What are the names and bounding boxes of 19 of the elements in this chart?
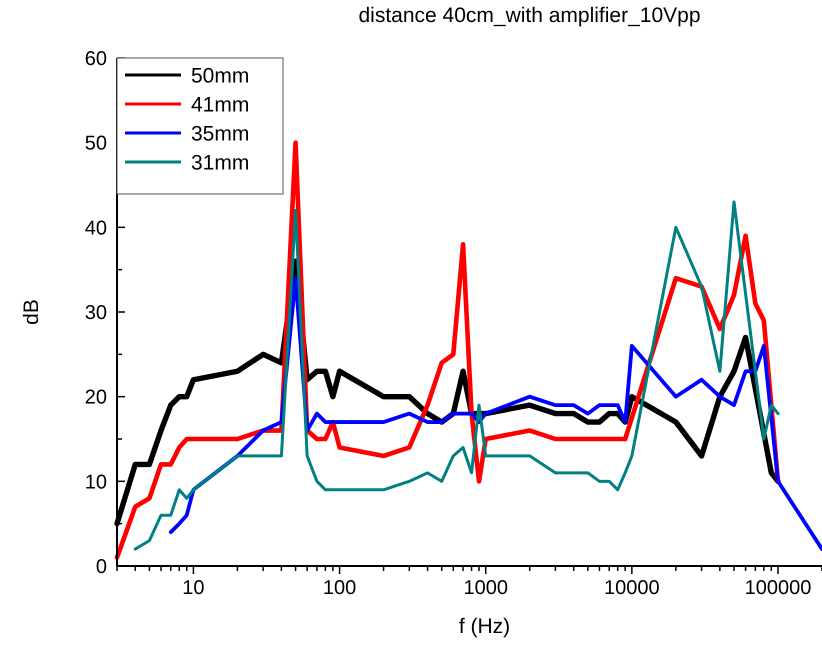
- x-tick-label: 100: [322, 577, 356, 599]
- y-axis-title: dB: [20, 299, 43, 325]
- y-tick-label: 60: [84, 48, 107, 70]
- x-tick-label: 10000: [604, 577, 660, 599]
- x-axis-title: f (Hz): [458, 615, 510, 638]
- chart-title: distance 40cm_with amplifier_10Vpp: [358, 4, 701, 27]
- legend-label: 31mm: [191, 151, 250, 174]
- x-tick-label: 1000: [463, 577, 508, 599]
- y-tick-label: 0: [96, 556, 107, 578]
- legend-label: 35mm: [191, 122, 250, 146]
- y-tick-label: 40: [84, 217, 107, 240]
- x-tick-label: 100000: [744, 577, 812, 599]
- legend-label: 41mm: [191, 93, 250, 116]
- y-tick-label: 20: [84, 386, 107, 409]
- y-tick-label: 50: [84, 132, 107, 155]
- y-tick-label: 30: [84, 302, 107, 324]
- legend-label: 50mm: [191, 64, 250, 88]
- x-tick-label: 10: [182, 577, 205, 599]
- y-tick-label: 10: [84, 471, 107, 494]
